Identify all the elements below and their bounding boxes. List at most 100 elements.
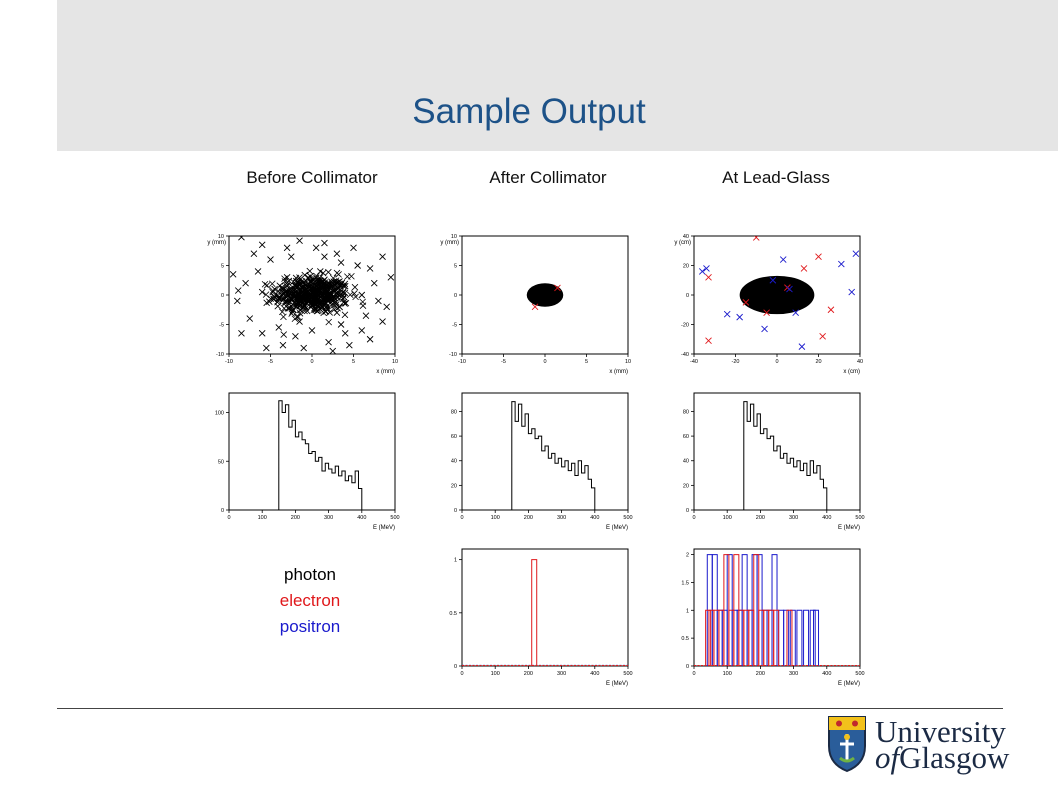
y-tick-label: 0: [454, 293, 457, 299]
scatter-point: [289, 283, 296, 291]
y-tick-label: 50: [218, 459, 224, 465]
scatter-point: [792, 309, 799, 317]
scatter-point: [333, 309, 341, 317]
scatter-point: [335, 280, 343, 288]
scatter-point: [779, 256, 787, 263]
y-tick-label: 80: [683, 409, 689, 415]
x-tick-label: 300: [789, 671, 798, 677]
x-axis-label: x (mm): [609, 369, 628, 375]
scatter-point: [340, 282, 347, 290]
chart-after-collimator-charged-energy: 0 100 200 300 400 500 0 0.5 1 E (MeV): [449, 548, 633, 687]
scatter-point: [359, 302, 367, 309]
y-tick-label: -40: [681, 352, 689, 358]
scatter-point: [279, 284, 287, 292]
scatter-point: [312, 244, 320, 252]
scatter-point: [293, 295, 300, 302]
x-tick-label: -40: [690, 359, 698, 365]
scatter-point: [313, 272, 320, 280]
title-band: [57, 0, 1058, 151]
scatter-point: [827, 306, 835, 314]
column-label-before-collimator: Before Collimator: [246, 168, 378, 187]
scatter-point: [554, 284, 561, 292]
legend-positron: positron: [279, 617, 341, 636]
scatter-point: [290, 299, 298, 307]
scatter-point: [341, 300, 348, 307]
y-tick-label: 20: [683, 264, 689, 270]
scatter-point: [333, 301, 340, 308]
scatter-point: [370, 279, 378, 287]
scatter-point: [300, 344, 308, 352]
chart-after-collimator-xy: -10 -5 0 5 10 -10 -5 0 5 10 x (mm) y (mm): [440, 234, 631, 375]
scatter-point: [283, 298, 291, 306]
scatter-point: [352, 293, 359, 301]
y-tick-label: 0: [686, 664, 689, 670]
chart-before-collimator-xy: -10 -5 0 5 10 -10 -5 0 5 10 x (mm) y (mm): [207, 234, 398, 375]
scatter-point: [329, 274, 337, 282]
scatter-point: [761, 325, 768, 333]
scatter-point: [250, 250, 258, 258]
scatter-point: [296, 302, 304, 309]
x-tick-label: 5: [352, 359, 355, 365]
x-tick-label: 300: [324, 515, 333, 521]
scatter-point: [742, 299, 750, 306]
logo-text-glasgow-word: Glasgow: [899, 740, 1010, 775]
plot-frame: [461, 548, 629, 667]
scatter-point: [258, 288, 266, 296]
scatter-point: [299, 293, 306, 300]
scatter-point: [258, 330, 266, 337]
x-tick-label: 20: [815, 359, 821, 365]
scatter-point: [342, 299, 350, 307]
scatter-point: [346, 341, 353, 349]
scatter-point: [798, 343, 806, 350]
scatter-point: [723, 310, 731, 318]
scatter-point: [341, 311, 349, 319]
x-tick-label: -10: [225, 359, 233, 365]
scatter-point: [242, 279, 249, 287]
column-label-lead-glass: At Lead-Glass: [722, 168, 830, 187]
scatter-point: [238, 330, 245, 337]
scatter-point: [326, 309, 333, 316]
x-tick-label: 500: [390, 515, 399, 521]
scatter-point: [375, 297, 382, 305]
y-tick-label: 2: [686, 553, 689, 559]
scatter-point: [295, 281, 302, 288]
y-tick-label: 0: [221, 293, 224, 299]
scatter-point: [229, 271, 237, 278]
y-tick-label: -5: [219, 323, 224, 329]
scatter-point: [271, 285, 278, 293]
chart-before-collimator-energy: 0 100 200 300 400 500 0 50 100 E (MeV): [215, 392, 400, 531]
scatter-point: [283, 244, 291, 252]
plot-frame: [693, 392, 861, 511]
x-tick-label: 400: [822, 671, 831, 677]
histogram-bar: [773, 609, 780, 666]
x-tick-label: 0: [310, 359, 313, 365]
scatter-point: [268, 280, 276, 288]
x-tick-label: 200: [756, 671, 765, 677]
scatter-point: [341, 330, 349, 337]
scatter-point: [335, 271, 342, 278]
histogram-bar: [786, 609, 793, 666]
scatter-point: [282, 298, 289, 305]
scatter-point: [317, 300, 325, 307]
scatter-point: [366, 335, 374, 343]
y-tick-label: 80: [451, 409, 457, 415]
scatter-point: [246, 315, 254, 322]
histogram-bar: [531, 559, 538, 666]
x-tick-label: 200: [524, 515, 533, 521]
y-tick-label: 0.5: [681, 636, 689, 642]
x-tick-label: 400: [590, 515, 599, 521]
scatter-point: [285, 277, 293, 285]
x-tick-label: 400: [357, 515, 366, 521]
scatter-point: [341, 282, 349, 290]
slide-title: Sample Output: [412, 92, 646, 131]
scatter-point: [769, 276, 777, 284]
y-tick-label: 5: [221, 264, 224, 270]
y-tick-label: 10: [218, 234, 224, 240]
scatter-point: [705, 337, 712, 345]
footer-rule: [57, 708, 1003, 709]
x-tick-label: 400: [590, 671, 599, 677]
x-axis-label: E (MeV): [838, 525, 860, 531]
logo-text-of: of: [875, 740, 900, 775]
scatter-point: [314, 285, 322, 293]
